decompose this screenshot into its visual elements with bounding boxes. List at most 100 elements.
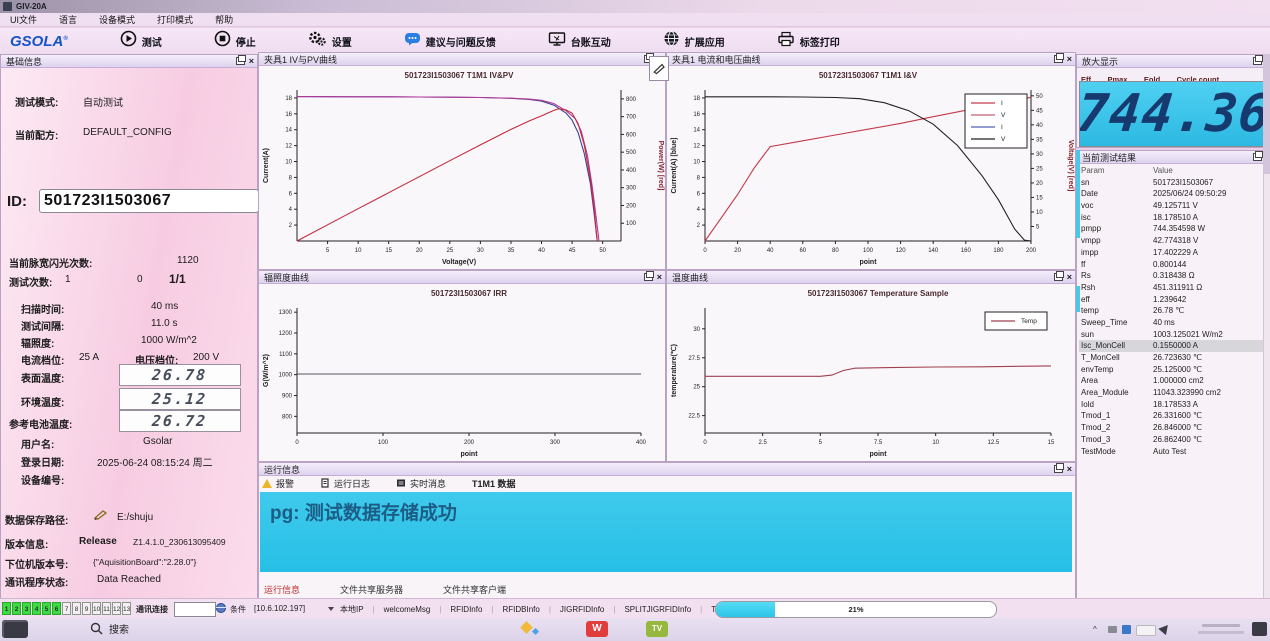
tab-realtime-message[interactable]: 实时消息 [396,477,446,490]
ledger-button[interactable]: 台账互动 [548,31,611,52]
channel-1[interactable]: 1 [2,602,11,615]
status-item-RFIDInfo[interactable]: RFIDInfo [450,605,483,614]
status-item-SPLITJIGRFIDInfo[interactable]: SPLITJIGRFIDInfo [624,605,692,614]
channel-12[interactable]: 12 [112,602,121,615]
result-row-Date[interactable]: Date 2025/06/24 09:50:29 [1081,189,1227,199]
tray-icon[interactable] [1158,621,1172,636]
result-row-Tmod_2[interactable]: Tmod_2 26.846000 ℃ [1081,423,1203,433]
menu-print-mode[interactable]: 打印模式 [157,15,194,25]
copilot-icon[interactable] [520,621,533,634]
result-row-eff[interactable]: eff 1.239642 [1081,294,1187,304]
annotate-tool-button[interactable] [649,56,669,81]
status-item-RFIDBInfo[interactable]: RFIDBInfo [502,605,540,614]
result-row-Tmod_1[interactable]: Tmod_1 26.331600 ℃ [1081,411,1203,421]
taskbar-search[interactable]: 搜索 [90,621,129,636]
extensions-button[interactable]: 扩展应用 [663,30,725,52]
float-icon[interactable] [1053,53,1064,63]
channel-9[interactable]: 9 [82,602,91,615]
float-icon[interactable] [1053,271,1064,281]
menu-device-mode[interactable]: 设备模式 [99,15,136,25]
result-row-voc[interactable]: voc 49.125711 V [1081,201,1198,211]
channel-7[interactable]: 7 [62,602,71,615]
tab-t1m1-data[interactable]: T1M1 数据 [472,479,516,489]
result-row-T_MonCell[interactable]: T_MonCell 26.723630 ℃ [1081,353,1203,362]
window-scrollbar-thumb[interactable] [1264,54,1270,174]
result-row-Area_Module[interactable]: Area_Module 11043.323990 cm2 [1081,388,1221,398]
dock-splitter[interactable] [1076,286,1080,312]
menu-help[interactable]: 帮助 [215,15,234,25]
stop-button[interactable]: 停止 [214,30,256,52]
result-row-Tmod_3[interactable]: Tmod_3 26.862400 ℃ [1081,434,1203,444]
result-row-Iold[interactable]: Iold 18.178533 A [1081,399,1198,409]
result-row-sn[interactable]: sn 501723I1503067 [1081,177,1214,187]
result-row-vmpp[interactable]: vmpp 42.774318 V [1081,236,1199,246]
feedback-button[interactable]: 建议与问题反馈 [404,31,496,52]
status-item-welcomeMsg[interactable]: welcomeMsg [383,605,431,614]
channel-4[interactable]: 4 [32,602,41,615]
result-row-Isc_MonCell[interactable]: Isc_MonCell 0.1550000 A [1079,340,1263,352]
channel-5[interactable]: 5 [42,602,51,615]
result-row-Rs[interactable]: Rs 0.318438 Ω [1081,271,1195,281]
result-row-ff[interactable]: ff 0.800144 [1081,259,1187,269]
tray-icon[interactable] [1122,625,1131,634]
result-row-sun[interactable]: sun 1003.125021 W/m2 [1081,329,1223,339]
channel-3[interactable]: 3 [22,602,31,615]
id-input[interactable] [39,189,259,213]
taskbar-corner-icon[interactable] [1252,622,1267,636]
window-scrollbar[interactable] [1263,54,1270,612]
taskbar-clock[interactable] [1202,624,1240,627]
tab-cycle-count[interactable]: Cycle count [1176,75,1220,84]
status-item-JIGRFIDInfo[interactable]: JIGRFIDInfo [559,605,605,614]
result-row-TestMode[interactable]: TestMode Auto Test [1081,446,1187,456]
result-row-temp[interactable]: temp 26.78 ℃ [1081,306,1185,316]
tab-run-log[interactable]: 运行日志 [320,477,370,490]
close-icon[interactable]: × [1066,463,1072,474]
result-row-envTemp[interactable]: envTemp 25.125000 ℃ [1081,364,1203,374]
channel-11[interactable]: 11 [102,602,111,615]
ip-selector[interactable]: [10.6.102.197] [254,604,306,613]
status-item-本地IP[interactable]: 本地IP [340,605,364,614]
tab-eff[interactable]: Eff [1081,75,1091,84]
result-row-Area[interactable]: Area 1.000000 cm2 [1081,376,1204,386]
result-row-Sweep_Time[interactable]: Sweep_Time 40 ms [1081,317,1175,327]
result-row-impp[interactable]: impp 17.402229 A [1081,247,1198,257]
bottom-tab-run-info[interactable]: 运行信息 [264,585,301,595]
tab-pmax[interactable]: Pmax [1107,75,1128,84]
taskbar-date[interactable] [1198,631,1244,634]
dropdown-caret-icon[interactable] [328,607,334,611]
close-icon[interactable]: × [1066,271,1072,282]
menu-language[interactable]: 语言 [59,15,78,25]
float-icon[interactable] [235,55,246,65]
test-button[interactable]: 测试 [120,30,162,52]
menu-ui-file[interactable]: UI文件 [10,15,38,25]
settings-button[interactable]: 设置 [308,30,352,52]
channel-13[interactable]: 13 [122,602,131,615]
result-row-pmpp[interactable]: pmpp 744.354598 W [1081,224,1206,234]
taskbar-app-icon[interactable] [2,620,28,638]
result-row-Rsh[interactable]: Rsh 451.311911 Ω [1081,282,1203,292]
channel-10[interactable]: 10 [92,602,101,615]
float-icon[interactable] [1253,151,1263,161]
tab-alarm[interactable]: 报警 [262,477,294,490]
channel-2[interactable]: 2 [12,602,21,615]
comm-link-input[interactable] [174,602,216,617]
label-print-button[interactable]: 标签打印 [777,31,840,52]
tray-expand-icon[interactable]: ^ [1093,625,1097,634]
dock-splitter[interactable] [1076,150,1080,238]
channel-8[interactable]: 8 [72,602,81,615]
wps-icon[interactable]: W [586,621,608,637]
float-icon[interactable] [643,271,654,281]
tv-app-icon[interactable]: TV [646,621,668,637]
bottom-tab-file-share-client[interactable]: 文件共享客户端 [443,585,507,595]
tray-icon[interactable] [1108,626,1117,633]
result-row-isc[interactable]: isc 18.178510 A [1081,212,1198,222]
tab-eold[interactable]: Eold [1143,75,1161,84]
tray-icon[interactable] [1136,625,1156,636]
bottom-tab-file-share-server[interactable]: 文件共享服务器 [340,585,404,595]
float-icon[interactable] [1253,55,1263,65]
close-icon[interactable]: × [248,55,254,66]
close-icon[interactable]: × [1066,53,1072,64]
float-icon[interactable] [1053,463,1064,473]
close-icon[interactable]: × [656,271,662,282]
channel-6[interactable]: 6 [52,602,61,615]
